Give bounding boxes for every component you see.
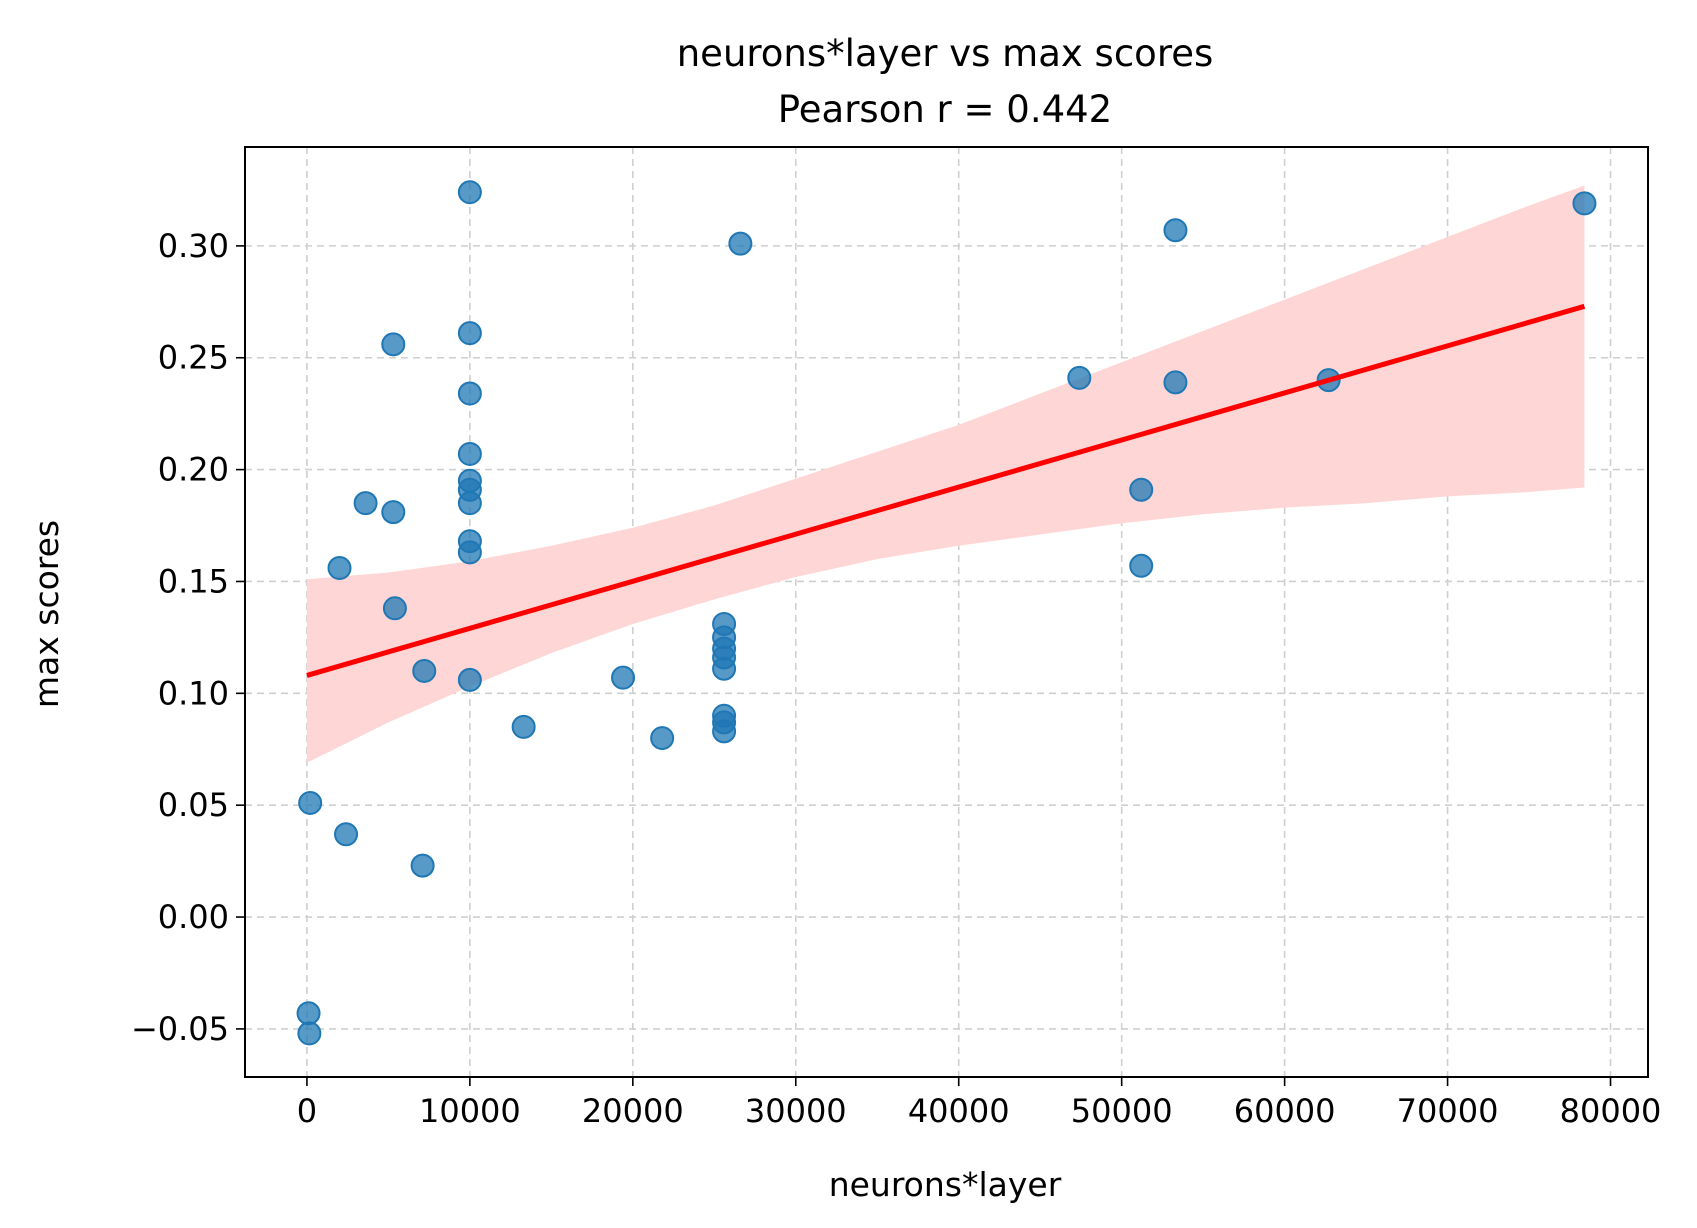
regression-line-group	[306, 303, 1586, 678]
x-tick-label: 70000	[1397, 1092, 1499, 1130]
data-points	[296, 180, 1597, 1046]
data-point	[1572, 191, 1597, 216]
data-point	[650, 726, 675, 751]
x-tick-label: 50000	[1071, 1092, 1173, 1130]
plot-area-frame	[244, 146, 1649, 1078]
y-tick-label: 0.05	[158, 786, 229, 824]
y-tick-label: 0.25	[158, 339, 229, 377]
data-point	[712, 656, 737, 681]
data-point	[728, 231, 753, 256]
data-point	[457, 667, 482, 692]
y-tick-label: −0.05	[131, 1010, 229, 1048]
data-point	[334, 822, 359, 847]
data-point	[511, 714, 536, 739]
data-point	[712, 719, 737, 744]
data-point	[353, 491, 378, 516]
data-point	[410, 853, 435, 878]
data-point	[1163, 370, 1188, 395]
data-point	[296, 1001, 321, 1026]
data-point	[298, 790, 323, 815]
chart-title: neurons*layer vs max scores	[677, 32, 1214, 75]
data-point	[457, 381, 482, 406]
data-point	[457, 321, 482, 346]
data-point	[457, 540, 482, 565]
data-point	[1129, 477, 1154, 502]
x-tick-label: 80000	[1560, 1092, 1662, 1130]
y-axis-ticks: −0.05 0.00 0.05 0.10 0.15 0.20 0.25 0.30	[131, 227, 245, 1048]
confidence-band-group	[306, 185, 1585, 763]
data-point	[1129, 553, 1154, 578]
y-axis-label: max scores	[27, 520, 66, 708]
data-point	[327, 556, 352, 581]
regression-line	[306, 303, 1586, 678]
data-point	[1067, 365, 1092, 390]
data-point	[297, 1021, 322, 1046]
data-point	[1163, 218, 1188, 243]
x-axis-ticks: 0 10000 20000 30000 40000 50000 60000 70000 8000…	[297, 1077, 1662, 1130]
x-tick-label: 40000	[908, 1092, 1010, 1130]
data-point	[457, 491, 482, 516]
confidence-band	[306, 185, 1585, 763]
x-axis-label: neurons*layer	[829, 1165, 1062, 1204]
data-point	[457, 441, 482, 466]
x-tick-label: 60000	[1234, 1092, 1336, 1130]
y-tick-label: 0.20	[158, 451, 229, 489]
x-tick-label: 10000	[419, 1092, 521, 1130]
data-point	[611, 665, 636, 690]
y-tick-label: 0.30	[158, 227, 229, 265]
y-tick-label: 0.15	[158, 562, 229, 600]
data-point	[381, 332, 406, 357]
y-tick-label: 0.00	[158, 898, 229, 936]
x-tick-label: 0	[297, 1092, 317, 1130]
data-point	[382, 596, 407, 621]
chart-subtitle: Pearson r = 0.442	[778, 88, 1112, 131]
y-tick-label: 0.10	[158, 674, 229, 712]
data-point	[381, 500, 406, 525]
data-point	[457, 180, 482, 205]
x-tick-label: 30000	[745, 1092, 847, 1130]
data-point	[412, 658, 437, 683]
x-tick-label: 20000	[582, 1092, 684, 1130]
